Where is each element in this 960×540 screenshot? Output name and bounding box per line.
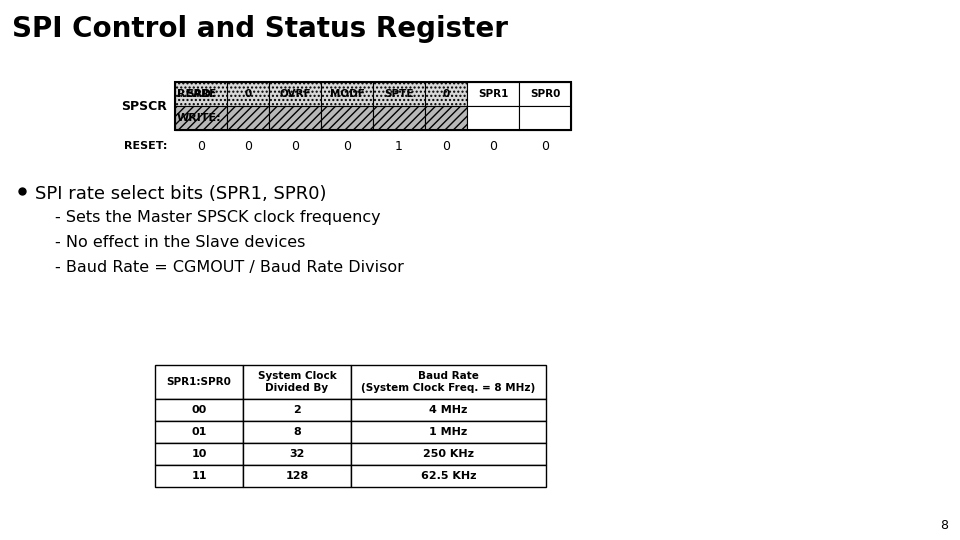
- Text: SPI rate select bits (SPR1, SPR0): SPI rate select bits (SPR1, SPR0): [35, 185, 326, 203]
- Bar: [175, 82, 571, 130]
- Bar: [243, 399, 351, 421]
- Bar: [351, 443, 546, 465]
- Text: 8: 8: [940, 519, 948, 532]
- Text: 0: 0: [197, 139, 205, 152]
- Bar: [227, 106, 269, 130]
- Text: 1 MHz: 1 MHz: [429, 427, 468, 437]
- Bar: [155, 443, 243, 465]
- Text: 0: 0: [244, 139, 252, 152]
- Text: 62.5 KHz: 62.5 KHz: [420, 471, 476, 481]
- Text: MODF: MODF: [329, 89, 365, 99]
- Bar: [269, 106, 321, 130]
- Text: 11: 11: [191, 471, 206, 481]
- Bar: [351, 465, 546, 487]
- Text: SPR1:SPR0: SPR1:SPR0: [167, 377, 231, 387]
- Bar: [155, 465, 243, 487]
- Bar: [243, 365, 351, 399]
- Text: 128: 128: [285, 471, 308, 481]
- Text: 2: 2: [293, 405, 300, 415]
- Text: 250 KHz: 250 KHz: [423, 449, 474, 459]
- Text: 10: 10: [191, 449, 206, 459]
- Text: 00: 00: [191, 405, 206, 415]
- Bar: [373, 82, 425, 106]
- Bar: [155, 421, 243, 443]
- Text: 01: 01: [191, 427, 206, 437]
- Bar: [425, 106, 467, 130]
- Bar: [155, 399, 243, 421]
- Bar: [175, 82, 227, 106]
- Bar: [351, 421, 546, 443]
- Text: SPTE: SPTE: [384, 89, 414, 99]
- Text: 0: 0: [291, 139, 299, 152]
- Bar: [155, 365, 243, 399]
- Text: 0: 0: [541, 139, 549, 152]
- Text: - Sets the Master SPSCK clock frequency: - Sets the Master SPSCK clock frequency: [55, 210, 380, 225]
- Text: 4 MHz: 4 MHz: [429, 405, 468, 415]
- Bar: [227, 82, 269, 106]
- Text: - Baud Rate = CGMOUT / Baud Rate Divisor: - Baud Rate = CGMOUT / Baud Rate Divisor: [55, 260, 404, 275]
- Text: 8: 8: [293, 427, 300, 437]
- Bar: [175, 106, 227, 130]
- Text: 0: 0: [343, 139, 351, 152]
- Text: 1: 1: [396, 139, 403, 152]
- Text: 0: 0: [489, 139, 497, 152]
- Bar: [243, 421, 351, 443]
- Bar: [519, 82, 571, 106]
- Text: SPI Control and Status Register: SPI Control and Status Register: [12, 15, 508, 43]
- Text: 0: 0: [443, 89, 449, 99]
- Text: Baud Rate
(System Clock Freq. = 8 MHz): Baud Rate (System Clock Freq. = 8 MHz): [361, 371, 536, 393]
- Bar: [243, 443, 351, 465]
- Text: SPSCR: SPSCR: [121, 99, 167, 112]
- Text: 32: 32: [289, 449, 304, 459]
- Text: SPR1: SPR1: [478, 89, 508, 99]
- Bar: [373, 106, 425, 130]
- Text: WRITE:: WRITE:: [177, 113, 222, 123]
- Text: READ:: READ:: [177, 89, 215, 99]
- Text: 0: 0: [442, 139, 450, 152]
- Text: 0: 0: [245, 89, 252, 99]
- Text: OVRF: OVRF: [279, 89, 311, 99]
- Bar: [425, 82, 467, 106]
- Text: RESET:: RESET:: [124, 141, 167, 151]
- Text: - No effect in the Slave devices: - No effect in the Slave devices: [55, 235, 305, 250]
- Bar: [519, 106, 571, 130]
- Bar: [351, 399, 546, 421]
- Text: SPRF: SPRF: [186, 89, 216, 99]
- Bar: [321, 82, 373, 106]
- Bar: [321, 106, 373, 130]
- Bar: [467, 106, 519, 130]
- Bar: [269, 82, 321, 106]
- Text: SPR0: SPR0: [530, 89, 561, 99]
- Text: System Clock
Divided By: System Clock Divided By: [257, 371, 336, 393]
- Bar: [351, 365, 546, 399]
- Bar: [243, 465, 351, 487]
- Bar: [467, 82, 519, 106]
